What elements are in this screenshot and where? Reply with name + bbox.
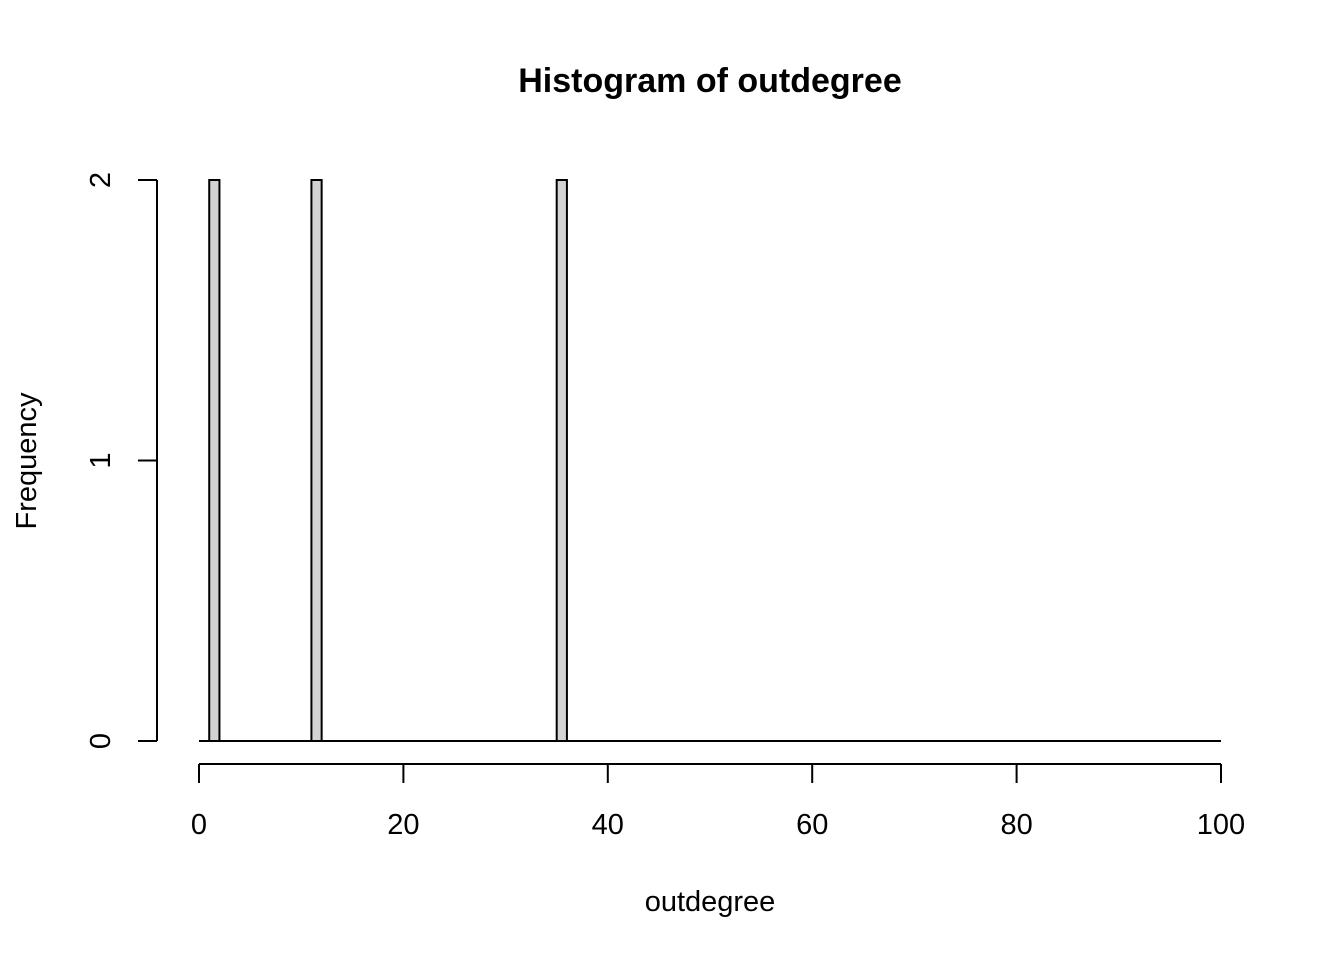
x-tick-label-60: 60 [796,809,828,841]
x-tick-label-80: 80 [1000,809,1032,841]
histogram-bar-3 [555,179,568,742]
x-tick-label-20: 20 [387,809,419,841]
histogram-bar-2 [310,179,323,742]
x-tick-label-0: 0 [191,809,207,841]
y-axis: 0 1 2 [85,172,158,749]
x-tick-label-100: 100 [1197,809,1245,841]
y-tick-label-1: 1 [85,452,117,468]
histogram-bars [208,179,568,742]
histogram-bar-1 [208,179,221,742]
y-tick-label-0: 0 [85,733,117,749]
y-axis-title: Frequency [11,392,43,530]
chart-title: Histogram of outdegree [518,62,901,100]
y-tick-label-2: 2 [85,172,117,188]
x-axis: 0 20 40 60 80 100 [191,763,1245,841]
x-axis-title: outdegree [645,886,776,918]
x-tick-label-40: 40 [592,809,624,841]
